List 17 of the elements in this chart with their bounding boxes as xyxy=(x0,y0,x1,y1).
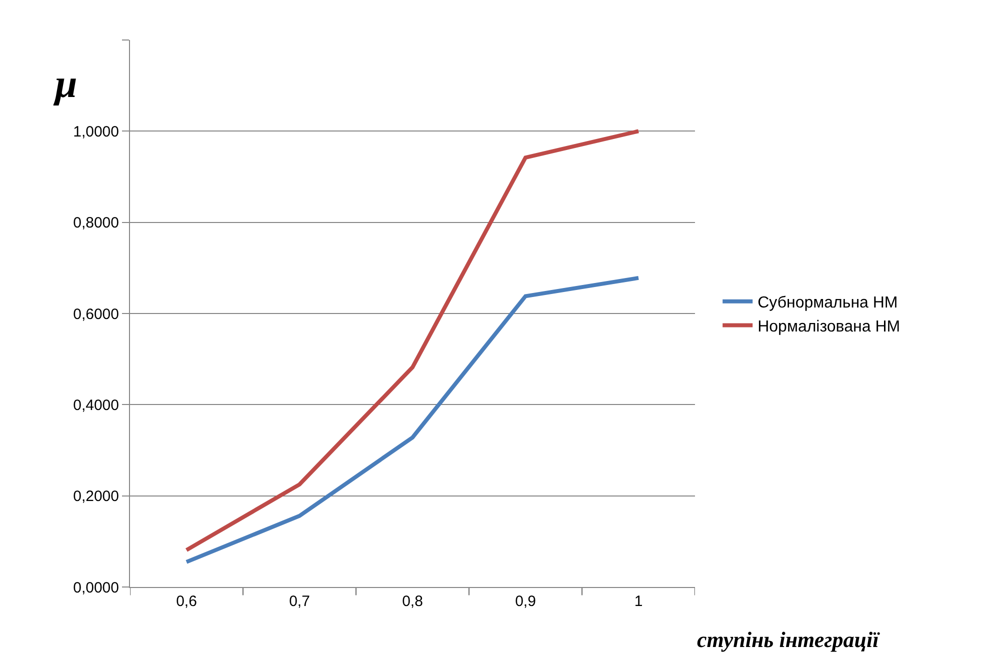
line-series xyxy=(184,129,640,552)
y-tick-label: 0,8000 xyxy=(73,214,119,232)
y-tick-label: 0,0000 xyxy=(73,579,119,596)
x-tick-label: 0,8 xyxy=(402,593,423,610)
legend-label: Субнормальна НМ xyxy=(758,294,898,312)
legend-label: Нормалізована НМ xyxy=(758,318,900,336)
y-tick-label: 0,2000 xyxy=(73,488,119,506)
y-tick-label: 1,0000 xyxy=(73,123,119,140)
y-axis-title: μ xyxy=(53,61,78,106)
x-tick-label: 0,7 xyxy=(289,593,310,610)
y-tick-label: 0,6000 xyxy=(73,306,119,323)
x-axis-title: ступінь інтеграції xyxy=(697,627,881,652)
x-tick-label: 0,6 xyxy=(176,593,197,610)
x-tick-label: 0,9 xyxy=(515,593,536,610)
line-series xyxy=(184,276,640,564)
y-tick-label: 0,4000 xyxy=(73,396,119,414)
x-tick-label: 1 xyxy=(634,593,643,610)
